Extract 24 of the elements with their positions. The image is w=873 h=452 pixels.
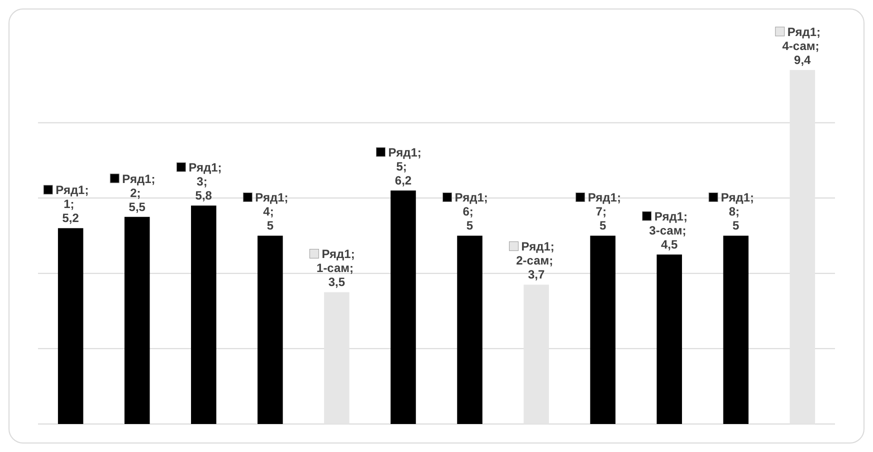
data-label: Ряд1; 4-сам; 9,4 (782, 25, 824, 67)
bar (457, 236, 482, 424)
bar (191, 206, 216, 424)
data-label: Ряд1; 8; 5 (720, 190, 758, 233)
data-label: Ряд1; 3; 5,8 (188, 160, 226, 203)
bar (58, 228, 84, 424)
data-label: Ряд1; 6; 5 (454, 190, 492, 233)
bar (790, 70, 816, 424)
data-label: Ряд1; 4; 5 (255, 190, 292, 233)
bar (590, 236, 616, 424)
bar (723, 236, 749, 424)
data-label: Ряд1; 2-сам; 3,7 (516, 240, 558, 282)
bar (124, 216, 150, 424)
bar (324, 292, 350, 424)
data-label: Ряд1; 3-сам; 4,5 (649, 210, 691, 252)
bar (656, 254, 682, 424)
data-label: Ряд1; 7; 5 (588, 190, 624, 233)
bar (258, 236, 283, 424)
bar (390, 190, 416, 424)
data-label: Ряд1; 5; 6,2 (388, 146, 425, 188)
data-label: Ряд1; 1-сам; 3,5 (316, 247, 358, 290)
bar (524, 284, 549, 424)
data-label: Ряд1; 2; 5,5 (122, 172, 159, 214)
data-label: Ряд1; 1; 5,2 (56, 183, 92, 226)
